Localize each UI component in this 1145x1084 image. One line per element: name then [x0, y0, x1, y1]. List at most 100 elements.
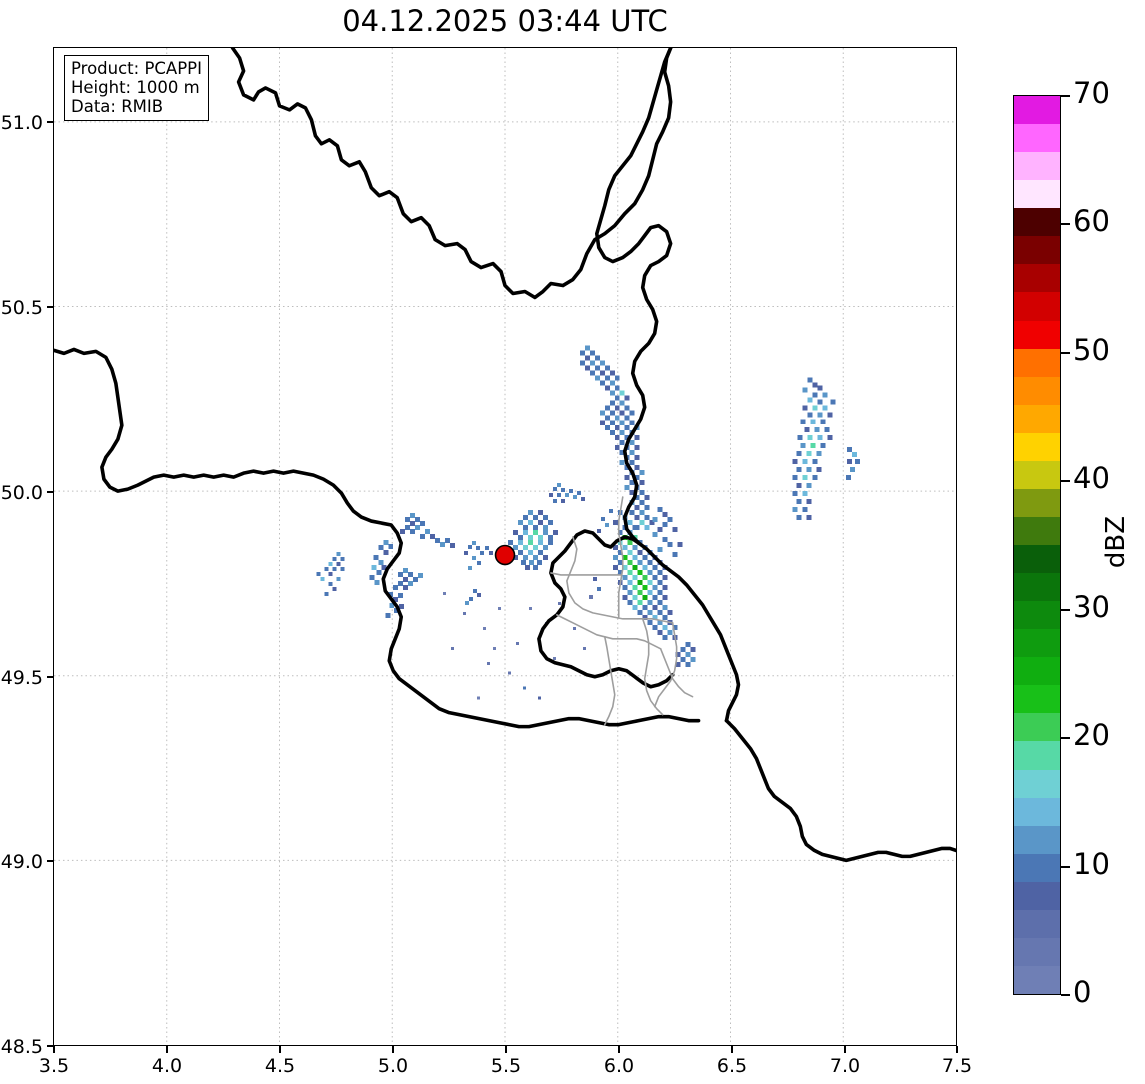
x-tick-label: 6.5 [716, 1055, 748, 1077]
colorbar-segment [1014, 376, 1060, 405]
colorbar-tick-label: 0 [1073, 975, 1092, 1009]
x-tick-mark [392, 1046, 394, 1053]
colorbar-tick-label: 70 [1073, 76, 1110, 110]
x-tick-label: 6.0 [603, 1055, 635, 1077]
echo-cluster-west [316, 513, 494, 618]
y-tick-mark [47, 121, 54, 123]
colorbar-tick-label: 10 [1073, 847, 1110, 881]
y-tick-label: 51.0 [0, 112, 43, 134]
colorbar-segment [1014, 853, 1060, 882]
x-tick-label: 7.0 [829, 1055, 861, 1077]
x-tick-label: 4.5 [264, 1055, 296, 1077]
echo-cluster-luxembourg [612, 507, 696, 667]
colorbar-segment [1014, 152, 1060, 181]
colorbar-segment [1014, 460, 1060, 489]
colorbar-segment [1014, 348, 1060, 377]
y-tick-label: 48.5 [0, 1036, 43, 1058]
luxembourg-germany-border [636, 541, 741, 723]
colorbar-segment [1014, 208, 1060, 237]
info-height: Height: 1000 m [71, 78, 200, 98]
colorbar-segment [1014, 825, 1060, 854]
colorbar-tick [1061, 866, 1070, 868]
colorbar-segment [1014, 320, 1060, 349]
colorbar-tick-label: 20 [1073, 718, 1110, 752]
radar-site-marker[interactable] [494, 544, 516, 566]
colorbar-segment [1014, 264, 1060, 293]
luxembourg-canton-border-8 [659, 647, 694, 698]
colorbar-tick-label: 30 [1073, 590, 1110, 624]
colorbar-segment [1014, 601, 1060, 630]
y-tick-mark [47, 860, 54, 862]
colorbar-segment [1014, 797, 1060, 826]
map-canvas [54, 48, 956, 1045]
colorbar-segment [1014, 545, 1060, 574]
info-box: Product: PCAPPI Height: 1000 m Data: RMI… [64, 55, 209, 122]
colorbar-tick [1061, 352, 1070, 354]
colorbar[interactable]: 0 10 20 30 40 50 60 70 [1013, 76, 1110, 1009]
y-tick-label: 50.5 [0, 297, 43, 319]
colorbar-segment [1014, 404, 1060, 433]
luxembourg-canton-border-1 [566, 536, 674, 624]
y-tick-mark [47, 491, 54, 493]
y-tick-mark [47, 1045, 54, 1047]
colorbar-tick [1061, 480, 1070, 482]
echo-cluster-east [792, 377, 861, 521]
colorbar-segment [1014, 516, 1060, 545]
colorbar-tick-label: 40 [1073, 461, 1110, 495]
x-tick-mark [731, 1046, 733, 1053]
colorbar-tick [1061, 223, 1070, 225]
colorbar-segment [1014, 573, 1060, 602]
map-plot-area[interactable] [53, 47, 957, 1046]
luxembourg-canton-border-6 [653, 622, 678, 708]
y-tick-label: 50.0 [0, 482, 43, 504]
france-belgium-border [54, 347, 701, 729]
colorbar-segment [1014, 629, 1060, 658]
luxembourg-canton-border-3 [603, 636, 616, 726]
colorbar-tick [1061, 609, 1070, 611]
colorbar-segment [1014, 685, 1060, 714]
colorbar-segment [1014, 965, 1060, 994]
x-tick-mark [505, 1046, 507, 1053]
colorbar-axis-label-text: dBZ [1101, 515, 1131, 569]
y-tick-label: 49.0 [0, 851, 43, 873]
colorbar-tick [1061, 994, 1070, 996]
x-tick-mark [53, 1046, 55, 1053]
x-tick-mark [956, 1046, 958, 1053]
colorbar-segment [1014, 236, 1060, 265]
colorbar-segment [1014, 937, 1060, 966]
national-borders [54, 48, 956, 863]
colorbar-segment [1014, 909, 1060, 938]
colorbar-segment [1014, 769, 1060, 798]
info-product: Product: PCAPPI [71, 59, 202, 78]
colorbar-axis-label: dBZ [1096, 0, 1136, 1084]
y-tick-mark [47, 306, 54, 308]
netherlands-germany-border [595, 48, 673, 545]
colorbar-tick [1061, 95, 1070, 97]
colorbar-tick-label: 60 [1073, 204, 1110, 238]
luxembourg-canton-border-7 [550, 572, 622, 576]
x-tick-label: 7.5 [941, 1055, 973, 1077]
echo-light-scatter [443, 509, 613, 700]
colorbar-tick-label: 50 [1073, 333, 1110, 367]
colorbar-segment [1014, 124, 1060, 153]
colorbar-segment [1014, 488, 1060, 517]
colorbar-segment [1014, 180, 1060, 209]
colorbar-segment [1014, 657, 1060, 686]
colorbar-segment [1014, 96, 1060, 125]
internal-province-borders [550, 496, 694, 726]
x-tick-mark [844, 1046, 846, 1053]
colorbar-tick [1061, 737, 1070, 739]
colorbar-gradient [1013, 95, 1061, 995]
x-tick-label: 4.0 [151, 1055, 183, 1077]
belgium-netherlands-border [230, 48, 673, 300]
colorbar-segment [1014, 741, 1060, 770]
x-tick-mark [618, 1046, 620, 1053]
colorbar-segment [1014, 292, 1060, 321]
page-title: 04.12.2025 03:44 UTC [342, 4, 668, 38]
x-tick-label: 5.0 [377, 1055, 409, 1077]
belgium-luxembourg-border [537, 529, 675, 689]
radar-echo-layer [316, 345, 861, 700]
luxembourg-canton-border-4 [641, 618, 664, 716]
y-tick-mark [47, 676, 54, 678]
